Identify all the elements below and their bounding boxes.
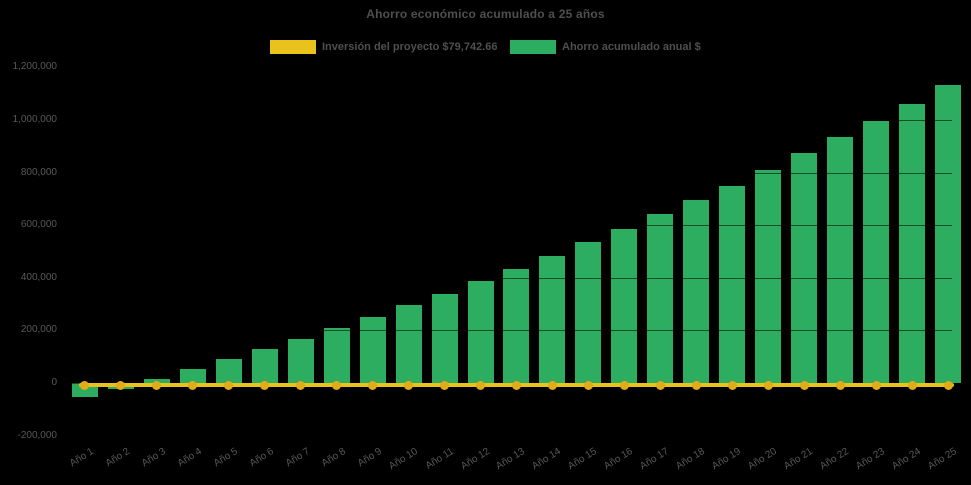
bar-año-21[interactable]: [791, 153, 818, 383]
investment-marker-año-23[interactable]: [871, 380, 881, 390]
legend-swatch-inversion-icon: [270, 40, 316, 54]
bar-año-12[interactable]: [467, 280, 494, 383]
gridline: [66, 173, 952, 174]
bar-año-22[interactable]: [827, 136, 854, 383]
investment-marker-año-21[interactable]: [799, 380, 809, 390]
investment-marker-año-11[interactable]: [440, 380, 450, 390]
bar-año-13[interactable]: [503, 268, 530, 383]
bar-año-4[interactable]: [179, 369, 206, 383]
investment-marker-año-17[interactable]: [655, 380, 665, 390]
investment-marker-año-16[interactable]: [619, 380, 629, 390]
investment-marker-año-22[interactable]: [835, 380, 845, 390]
gridline: [66, 330, 952, 331]
legend-label-ahorro: Ahorro acumulado anual $: [562, 41, 701, 53]
bar-año-6[interactable]: [251, 349, 278, 383]
y-tick-label: 200,000: [20, 324, 57, 336]
investment-marker-año-4[interactable]: [188, 380, 198, 390]
gridline: [66, 67, 952, 68]
bar-año-15[interactable]: [575, 242, 602, 383]
investment-marker-año-13[interactable]: [511, 380, 521, 390]
y-tick-label: 400,000: [20, 271, 57, 283]
bar-año-24[interactable]: [899, 103, 926, 383]
investment-marker-año-10[interactable]: [404, 380, 414, 390]
bar-año-18[interactable]: [683, 200, 710, 383]
bar-año-17[interactable]: [647, 214, 674, 383]
investment-marker-año-19[interactable]: [727, 380, 737, 390]
legend-item-inversion[interactable]: Inversión del proyecto $79,742.66: [270, 38, 510, 54]
investment-marker-año-24[interactable]: [907, 380, 917, 390]
legend-item-ahorro[interactable]: Ahorro acumulado anual $: [510, 38, 730, 54]
investment-marker-año-14[interactable]: [547, 380, 557, 390]
gridline: [66, 436, 952, 437]
investment-marker-año-20[interactable]: [763, 380, 773, 390]
bar-año-23[interactable]: [863, 121, 890, 383]
investment-marker-año-8[interactable]: [332, 380, 342, 390]
chart-title[interactable]: Ahorro económico acumulado a 25 años: [366, 7, 605, 21]
bar-año-14[interactable]: [539, 255, 566, 383]
bar-año-9[interactable]: [359, 316, 386, 383]
legend-swatch-ahorro-icon: [510, 40, 556, 54]
y-tick-label: -200,000: [17, 429, 57, 441]
y-tick-label: 800,000: [20, 166, 57, 178]
bar-año-8[interactable]: [323, 328, 350, 383]
investment-marker-año-18[interactable]: [691, 380, 701, 390]
bar-año-19[interactable]: [719, 186, 746, 383]
investment-marker-año-6[interactable]: [260, 380, 270, 390]
bar-año-7[interactable]: [287, 339, 314, 383]
investment-marker-año-9[interactable]: [368, 380, 378, 390]
investment-marker-año-2[interactable]: [116, 380, 126, 390]
bar-año-10[interactable]: [395, 304, 422, 383]
y-tick-label: 1,200,000: [12, 61, 58, 73]
bar-año-5[interactable]: [215, 359, 242, 383]
y-tick-label: 600,000: [20, 219, 57, 231]
investment-marker-año-7[interactable]: [296, 380, 306, 390]
investment-marker-año-15[interactable]: [583, 380, 593, 390]
investment-marker-año-1[interactable]: [80, 380, 90, 390]
bar-año-16[interactable]: [611, 228, 638, 383]
investment-marker-año-25[interactable]: [943, 380, 953, 390]
investment-marker-año-3[interactable]: [152, 380, 162, 390]
gridline: [66, 225, 952, 226]
investment-marker-año-12[interactable]: [476, 380, 485, 390]
y-tick-label: 0: [51, 377, 57, 388]
legend-label-inversion: Inversión del proyecto $79,742.66: [322, 41, 498, 53]
bar-año-25[interactable]: [935, 85, 962, 383]
gridline: [66, 278, 952, 279]
y-tick-label: 1,000,000: [12, 114, 58, 125]
investment-marker-año-5[interactable]: [224, 380, 234, 390]
gridline: [66, 120, 952, 121]
legend: Inversión del proyecto $79,742.66 Ahorro…: [0, 38, 971, 58]
bar-año-20[interactable]: [755, 169, 782, 383]
bar-año-11[interactable]: [431, 294, 458, 383]
